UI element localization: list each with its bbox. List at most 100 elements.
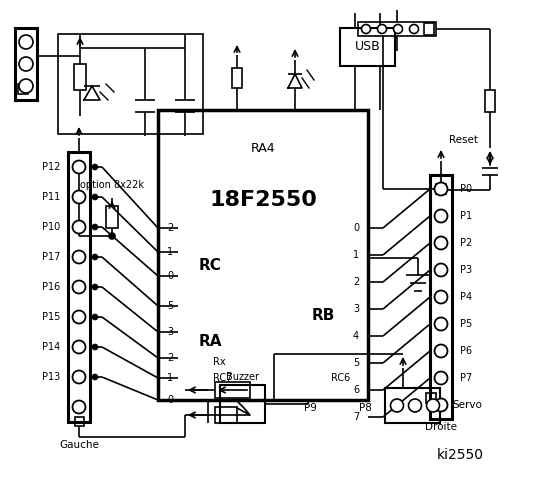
Bar (58, 34, 203, 134)
Circle shape (394, 24, 403, 34)
Circle shape (72, 311, 86, 324)
Circle shape (435, 237, 447, 250)
Text: P8: P8 (358, 403, 372, 413)
Circle shape (92, 224, 98, 230)
Text: Rx: Rx (213, 357, 226, 367)
Circle shape (92, 164, 98, 170)
Bar (106, 206, 118, 228)
Text: 2: 2 (167, 353, 173, 363)
Circle shape (410, 24, 419, 34)
Text: RA: RA (198, 335, 222, 349)
Text: P12: P12 (41, 162, 60, 172)
Circle shape (378, 24, 387, 34)
Text: USB: USB (354, 40, 380, 53)
Text: 4: 4 (353, 331, 359, 341)
Bar (426, 393, 436, 403)
Text: P9: P9 (304, 403, 316, 413)
Bar (485, 90, 495, 112)
Circle shape (435, 317, 447, 331)
Text: 0: 0 (167, 271, 173, 281)
Text: P16: P16 (41, 282, 60, 292)
Circle shape (435, 264, 447, 276)
Text: 2: 2 (353, 277, 359, 287)
Circle shape (19, 57, 33, 71)
Text: 0: 0 (353, 223, 359, 233)
Text: 1: 1 (167, 247, 173, 257)
Circle shape (435, 209, 447, 223)
Text: 3: 3 (353, 304, 359, 314)
Text: P17: P17 (41, 252, 60, 262)
Text: P7: P7 (460, 373, 472, 383)
Text: 5: 5 (353, 358, 359, 368)
Text: RA4: RA4 (251, 142, 275, 155)
Text: 18F2550: 18F2550 (209, 190, 317, 210)
Bar (215, 407, 237, 423)
Circle shape (92, 314, 98, 320)
Text: P14: P14 (41, 342, 60, 352)
Text: P0: P0 (460, 184, 472, 194)
Bar (436, 184, 446, 194)
Bar (358, 22, 436, 36)
Text: 5: 5 (167, 301, 173, 311)
Text: 7: 7 (353, 412, 359, 422)
Bar (215, 382, 250, 398)
Bar (232, 68, 242, 88)
Circle shape (19, 79, 33, 93)
Text: Droite: Droite (425, 422, 457, 432)
Bar (385, 388, 440, 423)
Text: P1: P1 (460, 211, 472, 221)
Text: 1: 1 (167, 373, 173, 383)
Text: P4: P4 (460, 292, 472, 302)
Text: 6: 6 (353, 385, 359, 395)
Bar (430, 175, 452, 419)
Circle shape (92, 194, 98, 200)
Bar (424, 23, 434, 35)
Circle shape (72, 160, 86, 173)
Text: P2: P2 (460, 238, 472, 248)
Text: RC: RC (199, 257, 221, 273)
Text: Reset: Reset (449, 135, 478, 145)
Text: 0: 0 (167, 395, 173, 405)
Text: 1: 1 (353, 250, 359, 260)
Bar (18, 84, 28, 94)
Text: RC7: RC7 (213, 373, 232, 383)
Circle shape (435, 182, 447, 195)
Circle shape (72, 251, 86, 264)
Text: RB: RB (311, 308, 335, 323)
Circle shape (426, 399, 440, 412)
Text: P5: P5 (460, 319, 472, 329)
Text: Buzzer: Buzzer (226, 372, 259, 382)
Circle shape (72, 340, 86, 353)
Circle shape (92, 284, 98, 290)
Circle shape (435, 345, 447, 358)
Circle shape (72, 280, 86, 293)
Circle shape (92, 374, 98, 380)
Text: P13: P13 (41, 372, 60, 382)
Text: Gauche: Gauche (59, 440, 99, 450)
Circle shape (409, 399, 421, 412)
Circle shape (72, 371, 86, 384)
Text: P3: P3 (460, 265, 472, 275)
Text: 3: 3 (167, 327, 173, 337)
Circle shape (72, 400, 86, 413)
Bar (68, 152, 90, 422)
Bar (75, 417, 84, 426)
Bar (74, 64, 86, 90)
Circle shape (435, 290, 447, 303)
Circle shape (435, 372, 447, 384)
Text: ki2550: ki2550 (436, 448, 483, 462)
Text: 2: 2 (167, 223, 173, 233)
Bar (340, 28, 395, 66)
Circle shape (92, 254, 98, 260)
Text: P11: P11 (41, 192, 60, 202)
Circle shape (92, 344, 98, 350)
Circle shape (19, 35, 33, 49)
Text: P10: P10 (41, 222, 60, 232)
Circle shape (72, 191, 86, 204)
Bar (15, 28, 37, 100)
Bar (158, 110, 368, 400)
Bar (220, 385, 265, 423)
Circle shape (435, 398, 447, 411)
Text: RC6: RC6 (331, 373, 350, 383)
Circle shape (362, 24, 371, 34)
